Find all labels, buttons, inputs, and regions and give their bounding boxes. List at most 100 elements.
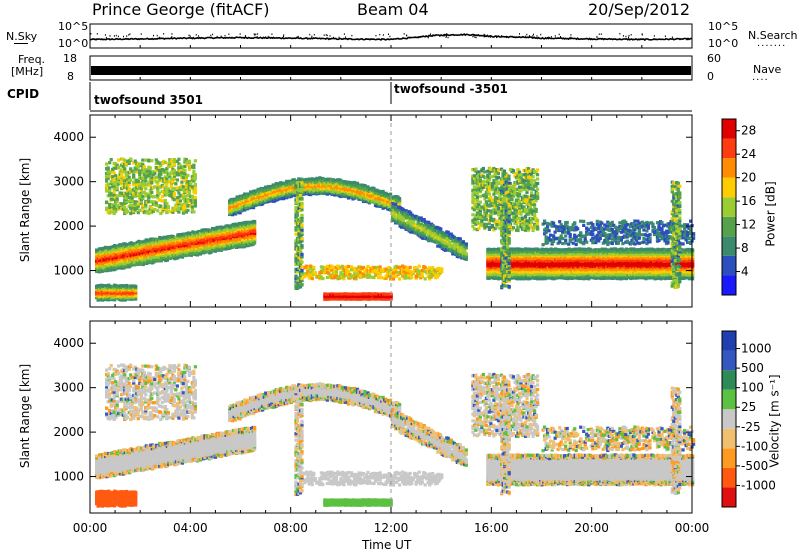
noise-search-dot: [533, 34, 534, 36]
power-cell: [253, 229, 256, 232]
noise-search-dot: [375, 35, 376, 37]
noise-search-dot: [570, 37, 571, 39]
power-cell: [107, 166, 110, 169]
power-cell: [161, 195, 164, 198]
noise-sky-line: [90, 34, 692, 40]
power-cell: [105, 163, 108, 166]
power-cell: [116, 187, 119, 190]
power-cell: [253, 220, 256, 223]
noise-search-dot: [560, 36, 561, 38]
power-cell: [116, 198, 119, 201]
power-cell: [105, 207, 108, 210]
frequency-panel: [90, 56, 692, 80]
power-cell: [188, 160, 191, 163]
power-cell: [173, 158, 176, 161]
power-cell: [177, 211, 180, 214]
power-cell: [180, 181, 183, 184]
power-cell: [173, 163, 176, 166]
power-cell: [147, 200, 150, 203]
noise-search-dot: [439, 35, 440, 37]
power-cell: [108, 189, 111, 192]
noise-search-dot: [97, 33, 98, 35]
noise-search-dot: [157, 35, 158, 37]
power-cell: [173, 169, 176, 172]
power-cell: [191, 205, 194, 208]
noise-search-dot: [551, 36, 552, 38]
power-cell: [131, 197, 134, 200]
power-cell: [105, 201, 108, 204]
power-cell: [186, 174, 189, 177]
noise-search-dot: [212, 34, 213, 36]
power-cell: [192, 164, 195, 167]
power-cell: [141, 177, 144, 180]
power-cell: [120, 173, 123, 176]
power-cell: [179, 199, 182, 202]
power-cell: [128, 196, 131, 199]
noise-search-dot: [631, 34, 632, 36]
noise-axes-box: [90, 24, 692, 48]
noise-search-dot: [473, 35, 474, 37]
noise-search-dot: [245, 35, 246, 37]
noise-search-dot: [474, 36, 475, 38]
power-cell: [113, 171, 116, 174]
noise-search-dot: [501, 35, 502, 37]
noise-search-dot: [446, 33, 447, 35]
noise-search-dot: [379, 34, 380, 36]
noise-search-dot: [268, 36, 269, 38]
power-cell: [123, 159, 126, 162]
noise-search-dot: [240, 33, 241, 35]
power-cell: [194, 201, 197, 204]
power-cell: [114, 167, 117, 170]
noise-search-dot: [324, 34, 325, 36]
noise-search-dot: [428, 37, 429, 39]
power-cell: [128, 187, 131, 190]
noise-search-dot: [536, 35, 537, 37]
noise-search-dot: [351, 35, 352, 37]
power-cell: [183, 169, 186, 172]
power-cell: [108, 161, 111, 164]
noise-search-dot: [231, 37, 232, 39]
noise-search-dot: [522, 36, 523, 38]
noise-search-dot: [221, 36, 222, 38]
noise-search-dot: [496, 37, 497, 39]
power-cell: [123, 167, 126, 170]
power-cell: [134, 285, 137, 288]
noise-search-dot: [265, 37, 266, 39]
power-cell: [144, 159, 147, 162]
noise-search-dot: [309, 34, 310, 36]
noise-search-dot: [625, 36, 626, 38]
noise-search-dot: [629, 35, 630, 37]
noise-search-dot: [619, 33, 620, 35]
power-cell: [159, 205, 162, 208]
noise-search-dot: [389, 36, 390, 38]
power-cell: [182, 185, 185, 188]
noise-search-dot: [548, 37, 549, 39]
power-cell: [153, 208, 156, 211]
noise-search-dot: [435, 35, 436, 37]
noise-search-dot: [298, 36, 299, 38]
noise-search-dot: [297, 36, 298, 38]
noise-search-dot: [271, 33, 272, 35]
noise-search-dot: [476, 37, 477, 39]
power-cell: [107, 175, 110, 178]
power-cell: [164, 199, 167, 202]
power-cell: [183, 195, 186, 198]
power-cell: [173, 198, 176, 201]
power-cell: [155, 176, 158, 179]
power-cell: [194, 159, 197, 162]
power-cell: [150, 191, 153, 194]
noise-search-dot: [383, 34, 384, 36]
noise-search-dot: [484, 36, 485, 38]
power-cell: [165, 183, 168, 186]
noise-search-dot: [333, 37, 334, 39]
noise-search-dot: [444, 35, 445, 37]
power-cell: [128, 176, 131, 179]
power-cell: [108, 186, 111, 189]
noise-search-dot: [326, 34, 327, 36]
noise-search-dot: [254, 33, 255, 35]
noise-search-dot: [171, 36, 172, 38]
power-cell: [129, 158, 132, 161]
noise-search-dot: [529, 35, 530, 37]
noise-search-dot: [409, 37, 410, 39]
